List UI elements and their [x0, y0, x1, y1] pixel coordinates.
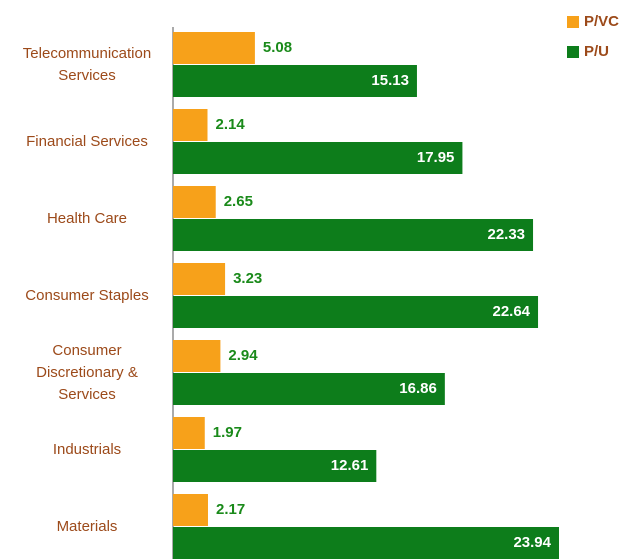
bar: [173, 65, 417, 97]
value-label: 1.97: [213, 424, 242, 441]
bar: [173, 109, 208, 141]
value-label: 2.65: [224, 193, 253, 210]
bar: [173, 142, 463, 174]
value-label: 16.86: [399, 380, 437, 397]
category-label: Health Care: [46, 210, 128, 227]
category-label: Consumer Staples: [25, 287, 149, 304]
bar: [173, 340, 221, 372]
bar: [173, 494, 208, 526]
legend-swatch: [567, 16, 579, 28]
value-label: 2.17: [216, 501, 245, 518]
value-label: 2.14: [216, 116, 246, 133]
value-label: 12.61: [331, 457, 369, 474]
value-label: 15.13: [371, 72, 409, 89]
bar: [173, 296, 539, 328]
bar: [173, 417, 205, 449]
bar: [173, 373, 445, 405]
category-label: Consumer Discretionary & Services: [36, 342, 138, 403]
legend-label: P/U: [584, 43, 609, 60]
category-label: Financial Services: [26, 133, 148, 150]
value-label: 23.94: [513, 534, 551, 551]
value-label: 2.94: [228, 347, 258, 364]
value-label: 17.95: [417, 149, 455, 166]
category-label: Telecommunication Services: [22, 45, 152, 84]
value-label: 22.33: [487, 226, 525, 243]
value-label: 3.23: [233, 270, 262, 287]
bar: [173, 32, 255, 64]
bar: [173, 527, 559, 559]
legend-swatch: [567, 46, 579, 58]
bar: [173, 219, 534, 251]
value-label: 5.08: [263, 39, 292, 56]
value-label: 22.64: [492, 303, 530, 320]
bar: [173, 263, 226, 295]
category-label: Materials: [56, 518, 118, 535]
bar: [173, 186, 216, 218]
bar: [173, 450, 377, 482]
category-label: Industrials: [52, 441, 122, 458]
legend-label: P/VC: [584, 13, 619, 30]
